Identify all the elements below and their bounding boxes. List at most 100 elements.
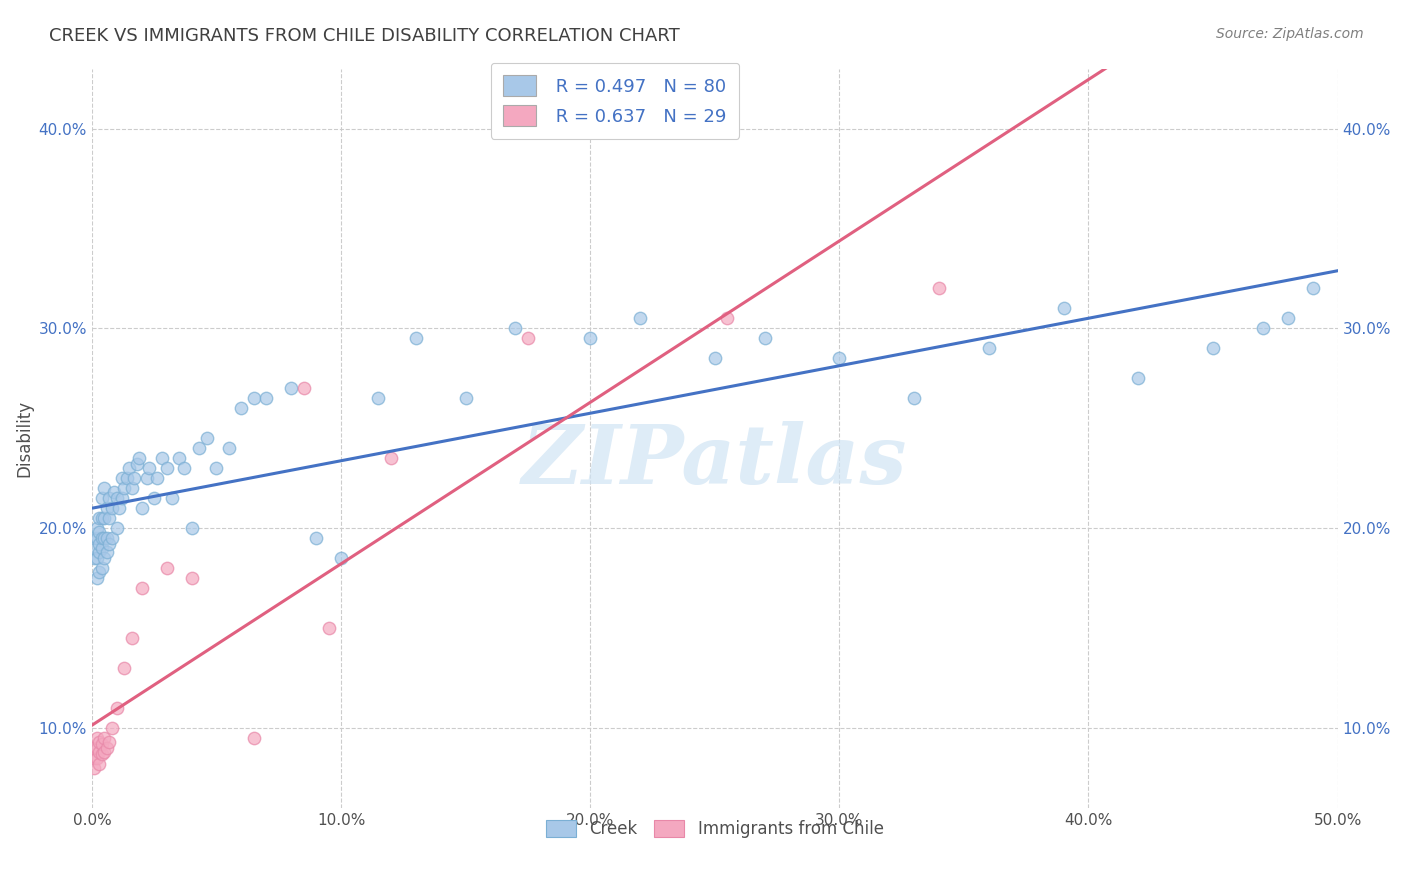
Point xyxy=(90,561,112,575)
Point xyxy=(928,281,950,295)
Point xyxy=(243,731,266,746)
Point xyxy=(83,541,105,556)
Point xyxy=(121,632,143,646)
Point xyxy=(180,572,202,586)
Point xyxy=(828,351,851,366)
Point xyxy=(83,532,105,546)
Point xyxy=(90,491,112,506)
Point xyxy=(716,311,738,326)
Point xyxy=(145,471,167,485)
Point xyxy=(1251,321,1274,335)
Point xyxy=(89,525,111,540)
Point xyxy=(89,566,111,580)
Point xyxy=(98,511,121,525)
Point xyxy=(89,537,111,551)
Point xyxy=(98,491,121,506)
Point xyxy=(86,741,108,756)
Point xyxy=(1052,301,1074,316)
Point xyxy=(367,392,389,406)
Point xyxy=(150,451,173,466)
Point xyxy=(754,331,776,345)
Point xyxy=(121,482,143,496)
Point xyxy=(231,401,253,416)
Legend: Creek, Immigrants from Chile: Creek, Immigrants from Chile xyxy=(540,813,890,845)
Point xyxy=(1302,281,1324,295)
Point xyxy=(1277,311,1299,326)
Point xyxy=(160,491,183,506)
Point xyxy=(131,501,153,516)
Point xyxy=(90,541,112,556)
Point xyxy=(105,491,128,506)
Point xyxy=(405,331,427,345)
Point xyxy=(90,511,112,525)
Point xyxy=(280,382,302,396)
Point xyxy=(86,731,108,746)
Point xyxy=(89,757,111,772)
Point xyxy=(118,461,141,475)
Point xyxy=(83,741,105,756)
Point xyxy=(516,331,538,345)
Point xyxy=(1128,371,1150,385)
Point xyxy=(89,545,111,559)
Text: Source: ZipAtlas.com: Source: ZipAtlas.com xyxy=(1216,27,1364,41)
Point xyxy=(125,458,148,472)
Point xyxy=(96,545,118,559)
Point xyxy=(86,572,108,586)
Point xyxy=(103,485,125,500)
Point xyxy=(156,561,179,575)
Point xyxy=(83,751,105,765)
Point xyxy=(454,392,477,406)
Point xyxy=(96,501,118,516)
Point xyxy=(903,392,925,406)
Point xyxy=(628,311,651,326)
Point xyxy=(131,582,153,596)
Point xyxy=(83,551,105,566)
Y-axis label: Disability: Disability xyxy=(15,400,32,477)
Point xyxy=(105,521,128,535)
Point xyxy=(243,392,266,406)
Point xyxy=(318,622,340,636)
Point xyxy=(96,741,118,756)
Point xyxy=(96,532,118,546)
Point xyxy=(105,701,128,715)
Point xyxy=(112,482,135,496)
Point xyxy=(93,551,115,566)
Point xyxy=(111,471,134,485)
Point xyxy=(86,521,108,535)
Point xyxy=(89,735,111,749)
Point xyxy=(143,491,166,506)
Point xyxy=(703,351,725,366)
Point xyxy=(188,442,211,456)
Point xyxy=(89,511,111,525)
Point xyxy=(977,342,1000,356)
Point xyxy=(205,461,228,475)
Point xyxy=(93,482,115,496)
Point xyxy=(115,471,138,485)
Point xyxy=(292,382,315,396)
Point xyxy=(86,551,108,566)
Point xyxy=(86,751,108,765)
Point xyxy=(156,461,179,475)
Point xyxy=(138,461,160,475)
Point xyxy=(579,331,602,345)
Point xyxy=(330,551,353,566)
Point xyxy=(195,432,218,446)
Point xyxy=(112,661,135,675)
Point xyxy=(180,521,202,535)
Point xyxy=(380,451,402,466)
Point xyxy=(254,392,277,406)
Point xyxy=(83,761,105,775)
Point xyxy=(90,738,112,752)
Point xyxy=(98,735,121,749)
Point xyxy=(505,321,527,335)
Point xyxy=(173,461,195,475)
Point xyxy=(135,471,157,485)
Point xyxy=(108,501,131,516)
Point xyxy=(93,511,115,525)
Point xyxy=(90,747,112,762)
Text: ZIPatlas: ZIPatlas xyxy=(522,421,907,500)
Point xyxy=(101,501,124,516)
Point xyxy=(93,731,115,746)
Point xyxy=(93,746,115,760)
Point xyxy=(101,532,124,546)
